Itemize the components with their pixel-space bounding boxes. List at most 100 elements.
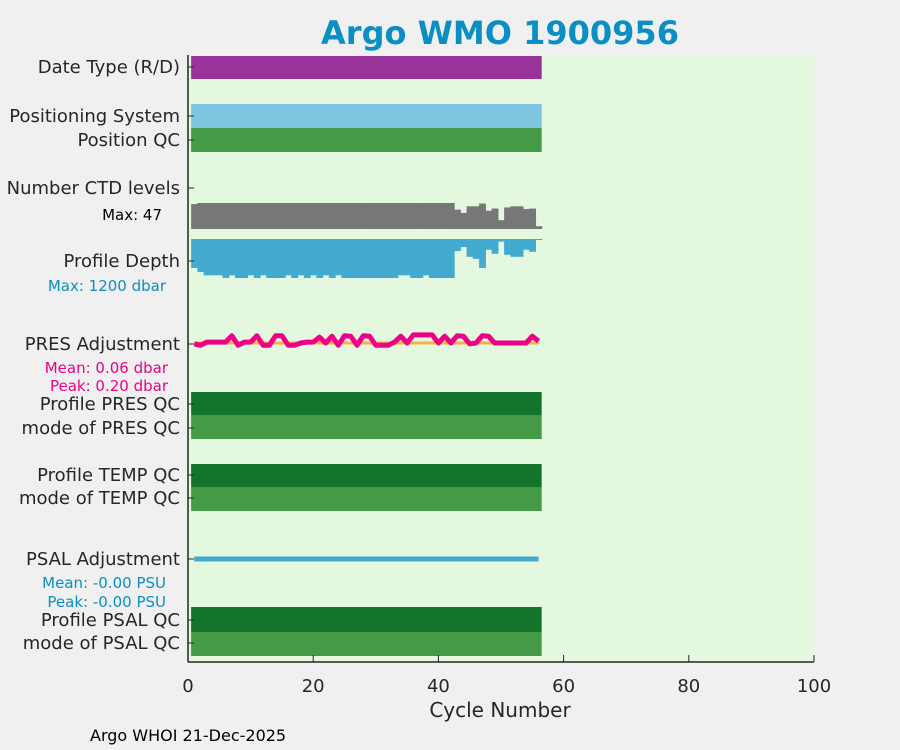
row-label-date-type: Date Type (R/D)	[38, 57, 180, 78]
ctd-level-bar	[266, 203, 274, 229]
row-label-psal-mean: Mean: -0.00 PSU	[42, 574, 166, 592]
ctd-level-bar	[372, 203, 380, 229]
profile-psal-qc-bar	[191, 607, 542, 632]
profile-depth-bar	[416, 239, 424, 278]
ctd-level-bar	[497, 220, 505, 229]
row-label-pres-adjustment: PRES Adjustment	[25, 334, 180, 355]
ctd-level-bar	[278, 203, 286, 229]
ctd-level-bar	[510, 206, 518, 229]
profile-depth-bar	[391, 239, 399, 278]
profile-depth-bar	[234, 239, 242, 278]
profile-depth-bar	[385, 239, 393, 278]
profile-depth-bar	[454, 239, 461, 252]
profile-depth-bar	[441, 239, 449, 278]
profile-depth-bar	[247, 239, 255, 276]
profile-depth-bar	[335, 239, 342, 276]
profile-depth-bar	[303, 239, 311, 278]
ctd-level-bar	[291, 203, 299, 229]
profile-depth-bar	[353, 239, 361, 278]
ctd-level-bar	[234, 203, 242, 229]
ctd-level-bar	[228, 203, 236, 229]
profile-depth-bar	[479, 239, 486, 268]
profile-depth-bar	[253, 239, 261, 278]
profile-depth-bar	[535, 239, 543, 240]
ctd-level-bar	[310, 203, 317, 229]
profile-depth-bar	[429, 239, 436, 278]
ctd-level-bar	[454, 209, 461, 229]
profile-depth-bar	[522, 239, 530, 250]
ctd-level-bar	[378, 203, 386, 229]
row-label-ctd-levels: Number CTD levels	[7, 178, 180, 199]
ctd-level-bar	[491, 208, 499, 229]
profile-depth-bar	[203, 239, 211, 276]
ctd-level-bar	[441, 203, 449, 229]
profile-depth-bar	[316, 239, 324, 278]
ctd-level-bar	[429, 203, 436, 229]
profile-depth-bar	[285, 239, 292, 276]
profile-depth-bar	[485, 239, 493, 250]
x-tick-label: 40	[427, 676, 450, 697]
profile-depth-bar	[328, 239, 336, 278]
ctd-level-bar	[209, 203, 217, 229]
row-label-pres-peak: Peak: 0.20 dbar	[50, 377, 169, 395]
ctd-level-bar	[216, 203, 224, 229]
ctd-level-bar	[360, 203, 368, 229]
ctd-level-bar	[203, 203, 211, 229]
profile-depth-bar	[360, 239, 368, 278]
ctd-level-bar	[341, 203, 349, 229]
row-label-ctd-max: Max: 47	[102, 206, 162, 224]
ctd-level-bar	[385, 203, 393, 229]
ctd-level-bar	[529, 208, 537, 229]
ctd-level-bar	[479, 203, 486, 229]
row-label-depth-max: Max: 1200 dbar	[48, 277, 167, 295]
ctd-level-bar	[403, 203, 411, 229]
positioning-system-bar	[191, 104, 542, 128]
profile-depth-bar	[460, 239, 468, 248]
chart-title: Argo WMO 1900956	[321, 14, 679, 52]
ctd-level-bar	[222, 203, 230, 229]
profile-depth-bar	[447, 239, 455, 278]
date-type-bar	[191, 56, 542, 79]
row-label-profile-temp-qc: Profile TEMP QC	[37, 465, 180, 486]
profile-depth-bar	[272, 239, 280, 278]
profile-depth-bar	[472, 239, 480, 259]
ctd-level-bar	[335, 203, 342, 229]
ctd-level-bar	[485, 210, 493, 229]
ctd-level-bar	[410, 203, 418, 229]
profile-depth-bar	[310, 239, 317, 276]
footer-text: Argo WHOI 21-Dec-2025	[90, 726, 286, 745]
profile-depth-bar	[435, 239, 443, 278]
profile-depth-bar	[347, 239, 355, 278]
row-label-mode-psal-qc: mode of PSAL QC	[23, 633, 180, 654]
x-tick-label: 60	[552, 676, 575, 697]
ctd-level-bar	[247, 203, 255, 229]
ctd-level-bar	[391, 203, 399, 229]
profile-depth-bar	[341, 239, 349, 278]
profile-depth-bar	[378, 239, 386, 278]
profile-temp-qc-bar	[191, 464, 542, 487]
ctd-level-bar	[191, 204, 198, 229]
x-tick-label: 20	[302, 676, 325, 697]
row-label-mode-temp-qc: mode of TEMP QC	[19, 488, 180, 509]
ctd-level-bar	[435, 203, 443, 229]
profile-depth-bar	[241, 239, 249, 278]
profile-depth-bar	[510, 239, 518, 257]
ctd-level-bar	[322, 203, 330, 229]
profile-depth-bar	[228, 239, 236, 276]
row-label-profile-depth: Profile Depth	[63, 251, 180, 272]
profile-depth-bar	[209, 239, 217, 276]
row-label-positioning-system: Positioning System	[9, 106, 180, 127]
profile-depth-bar	[497, 239, 505, 242]
profile-depth-bar	[322, 239, 330, 276]
profile-depth-bar	[504, 239, 511, 255]
ctd-level-bar	[241, 203, 249, 229]
ctd-level-bar	[253, 203, 261, 229]
row-label-psal-adjustment: PSAL Adjustment	[26, 549, 180, 570]
ctd-level-bar	[422, 203, 430, 229]
x-tick-label: 0	[182, 676, 193, 697]
row-label-mode-pres-qc: mode of PRES QC	[22, 418, 180, 439]
ctd-level-bar	[460, 212, 468, 229]
profile-depth-bar	[516, 239, 524, 257]
ctd-level-bar	[297, 203, 305, 229]
